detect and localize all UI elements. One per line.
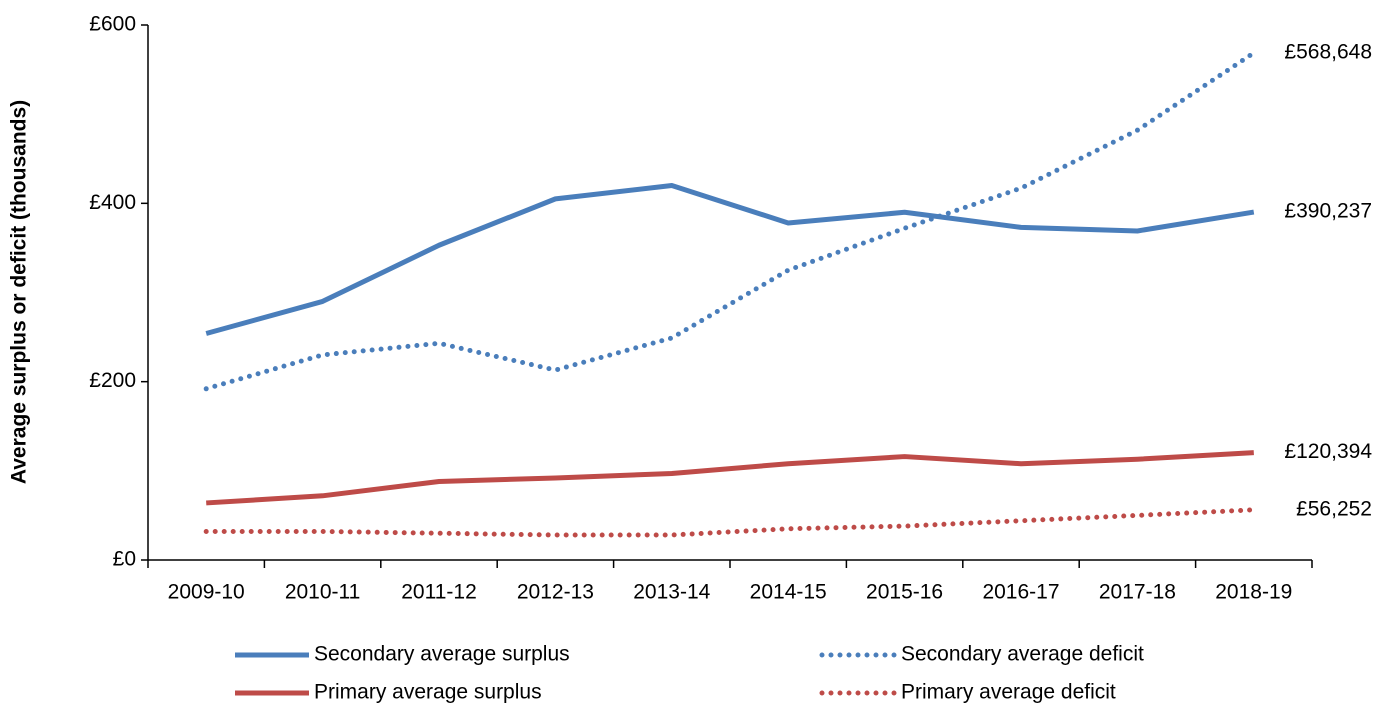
y-tick-label: £400 — [89, 191, 136, 214]
x-tick-label: 2016-17 — [982, 581, 1059, 604]
y-tick-label: £600 — [89, 13, 136, 36]
x-tick-label: 2017-18 — [1099, 581, 1176, 604]
series-line — [205, 183, 1255, 336]
legend-label: Primary average deficit — [901, 681, 1116, 704]
x-tick-label: 2015-16 — [866, 581, 943, 604]
data-label: £390,237 — [1284, 200, 1372, 223]
series-line — [203, 507, 1257, 538]
legend-label: Primary average surplus — [314, 681, 542, 704]
x-tick-label: 2013-14 — [633, 581, 710, 604]
legend-label: Secondary average surplus — [314, 643, 570, 666]
series-line — [203, 50, 1257, 392]
series-line — [206, 450, 1254, 506]
data-label: £568,648 — [1284, 41, 1372, 64]
x-tick-label: 2012-13 — [517, 581, 594, 604]
x-tick-label: 2010-11 — [285, 581, 361, 604]
legend-label: Secondary average deficit — [901, 643, 1144, 666]
x-tick-label: 2009-10 — [168, 581, 245, 604]
y-tick-label: £200 — [89, 369, 136, 392]
x-tick-label: 2018-19 — [1215, 581, 1292, 604]
data-label: £56,252 — [1296, 497, 1372, 520]
x-tick-label: 2011-12 — [401, 581, 477, 604]
data-label: £120,394 — [1284, 440, 1372, 463]
y-axis-title: Average surplus or deficit (thousands) — [8, 100, 31, 484]
y-tick-label: £0 — [113, 548, 136, 571]
x-tick-label: 2014-15 — [750, 581, 827, 604]
